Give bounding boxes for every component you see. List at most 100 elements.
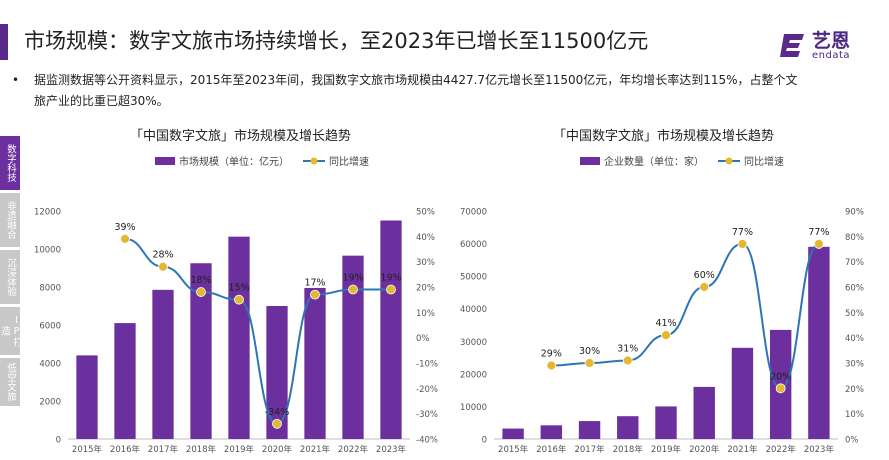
chart1-growth-data-label: 39% <box>114 222 135 233</box>
chart2-bar <box>808 246 830 439</box>
chart1-growth-data-label: 19% <box>380 273 401 284</box>
chart1-growth-point <box>234 294 244 305</box>
chart2-y-right-tick-label: 20% <box>845 385 864 395</box>
legend-bar-swatch <box>155 156 175 165</box>
chart1-x-tick-label: 2019年 <box>224 444 255 455</box>
chart2-bar <box>578 421 601 439</box>
chart1-y-left-tick-label: 0 <box>56 436 61 446</box>
chart2-y-right-tick-label: 80% <box>845 233 864 243</box>
chart1-title: 「中国数字文旅」市场规模及增长趋势 <box>130 129 352 144</box>
summary-text: 据监测数据等公开资料显示，2015年至2023年间，我国数字文旅市场规模由442… <box>34 73 798 108</box>
chart1-x-tick-label: 2015年 <box>72 444 103 455</box>
chart2-x-tick-label: 2022年 <box>766 444 797 455</box>
bullet-dot: • <box>12 73 20 87</box>
chart2-legend-line-label: 同比增速 <box>744 157 784 168</box>
summary-paragraph: • 据监测数据等公开资料显示，2015年至2023年间，我国数字文旅市场规模由4… <box>12 70 802 112</box>
chart1-y-right-tick-label: -20% <box>416 385 438 395</box>
chart1-growth-point <box>120 233 130 244</box>
page-title: 市场规模：数字文旅市场持续增长，至2023年已增长至11500亿元 <box>24 29 649 53</box>
chart1-x-tick-label: 2022年 <box>338 444 369 455</box>
brand-logo: 艺恩 endata <box>778 24 886 64</box>
chart2-x-tick-label: 2019年 <box>651 444 682 455</box>
chart1-growth-data-label: 19% <box>342 273 363 284</box>
chart1-growth-point <box>386 284 396 295</box>
side-nav-item-heritage[interactable]: 非遗融合 <box>0 193 20 247</box>
logo-text-cn: 艺恩 <box>812 30 851 52</box>
chart1-y-right-tick-label: 20% <box>416 284 435 294</box>
chart1-bar <box>228 236 250 439</box>
chart1-y-right-tick-label: -10% <box>416 360 438 370</box>
chart1-legend: 市场规模（单位：亿元） 同比增速 <box>155 153 369 168</box>
chart2-y-right-tick-label: 70% <box>845 258 864 268</box>
chart2-y-left-tick-label: 40000 <box>460 305 487 315</box>
chart2-x-tick-label: 2016年 <box>536 444 567 455</box>
chart1-growth-point <box>196 287 206 297</box>
chart2-growth-data-label: 77% <box>808 227 829 238</box>
chart1-y-right-tick-label: 50% <box>416 208 435 218</box>
chart1-x-tick-label: 2020年 <box>262 444 293 455</box>
chart2-x-tick-label: 2018年 <box>613 444 644 455</box>
logo-text-en: endata <box>812 50 851 61</box>
chart2-y-right-tick-label: 60% <box>845 284 864 294</box>
chart2-bar <box>731 347 754 439</box>
chart2-legend: 企业数量（单位：家） 同比增速 <box>580 153 784 168</box>
chart2-x-tick-label: 2023年 <box>804 444 835 455</box>
chart1-growth-point <box>310 289 320 300</box>
chart1-bar <box>76 355 98 439</box>
chart2-growth-data-label: 29% <box>541 349 562 360</box>
chart1-y-right-tick-label: 0% <box>416 334 430 344</box>
chart1-bar <box>114 323 136 439</box>
chart2-x-tick-label: 2015年 <box>498 444 529 455</box>
chart2-growth-point <box>813 239 824 249</box>
chart2-growth-data-label: 30% <box>579 346 600 357</box>
chart2-growth-point <box>737 239 748 249</box>
chart2-y-right-tick-label: 30% <box>845 360 864 370</box>
side-nav-item-ip[interactable]: IP打造 <box>0 307 22 355</box>
side-nav-item-immersive[interactable]: 沉浸体验 <box>0 250 20 304</box>
chart2-bar <box>655 406 677 439</box>
chart1-growth-data-label: 17% <box>304 278 325 289</box>
chart2-y-right-tick-label: 50% <box>845 309 864 319</box>
chart1-growth-data-label: -34% <box>265 407 290 418</box>
chart2-y-left-tick-label: 60000 <box>460 240 487 250</box>
chart1-x-tick-label: 2017年 <box>148 444 179 455</box>
chart2-y-left-tick-label: 30000 <box>460 338 487 348</box>
chart1-bar <box>342 255 364 439</box>
chart1-bar <box>152 289 174 439</box>
chart2-growth-point <box>699 282 710 292</box>
chart2-bar <box>502 428 524 439</box>
chart2-y-right-tick-label: 10% <box>845 410 864 420</box>
chart2-growth-data-label: 41% <box>655 318 676 329</box>
chart1-y-right-tick-label: 40% <box>416 233 435 243</box>
chart1-x-tick-label: 2016年 <box>110 444 141 455</box>
chart1-y-right-tick-label: -30% <box>416 410 438 420</box>
chart2-growth-data-label: 77% <box>732 227 753 238</box>
chart2-growth-data-label: 31% <box>617 343 638 354</box>
chart1-y-left-tick-label: 4000 <box>39 360 61 370</box>
chart2-growth-point <box>661 330 671 341</box>
chart1-plot: 0 2000 4000 6000 8000 10000 12000 -40% -30% -20% -… <box>34 208 438 456</box>
chart2-y-left-tick-label: 50000 <box>460 273 487 283</box>
legend-line-swatch <box>303 157 325 164</box>
chart1-bar <box>190 263 212 439</box>
side-nav-item-digital-tech[interactable]: 数字科技 <box>0 136 20 190</box>
chart2-title: 「中国数字文旅」市场规模及增长趋势 <box>553 129 775 144</box>
legend-line-swatch <box>718 157 740 164</box>
chart1-y-left-tick-label: 8000 <box>39 284 61 294</box>
chart2-y-right-tick-label: 90% <box>845 208 864 218</box>
chart2-bar <box>617 416 639 439</box>
chart2-growth-data-label: 20% <box>770 371 791 382</box>
chart1-growth-data-label: 15% <box>228 283 249 294</box>
chart1-x-tick-label: 2023年 <box>376 444 407 455</box>
chart1-legend-line-label: 同比增速 <box>329 157 369 168</box>
chart1-growth-line <box>124 237 391 425</box>
chart2-x-tick-label: 2021年 <box>727 444 758 455</box>
chart1-y-right-tick-label: 30% <box>416 258 435 268</box>
chart1-legend-bar-label: 市场规模（单位：亿元） <box>179 157 289 168</box>
chart1-growth-point <box>348 284 358 295</box>
chart1-y-right-tick-label: 10% <box>416 309 435 319</box>
side-nav-item-low-altitude[interactable]: 低空文旅 <box>0 358 20 406</box>
chart1-growth-point <box>158 261 168 272</box>
chart1-growth-point <box>272 418 282 429</box>
chart1-bar <box>304 287 326 439</box>
